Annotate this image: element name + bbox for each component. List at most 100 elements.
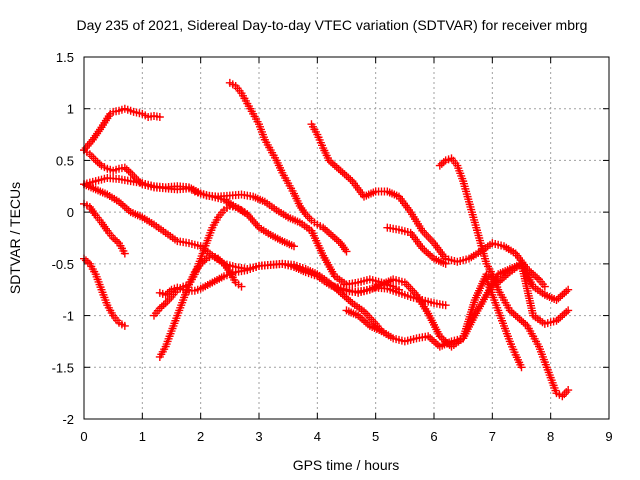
data-point <box>420 246 429 255</box>
data-point <box>354 311 363 320</box>
data-point <box>513 313 522 322</box>
y-axis-ticks: -2 -1.5 -1 -0.5 0 0.5 1 1.5 <box>52 50 609 427</box>
data-point <box>358 315 367 324</box>
data-point <box>418 244 427 253</box>
data-point <box>501 271 510 280</box>
data-point <box>424 332 433 341</box>
data-point <box>426 333 435 342</box>
data-point <box>165 295 174 304</box>
data-point <box>109 234 118 242</box>
data-point <box>517 316 526 325</box>
data-point <box>441 259 450 268</box>
data-point <box>562 388 571 397</box>
data-point <box>95 159 104 168</box>
data-point <box>332 163 341 172</box>
x-axis-label: GPS time / hours <box>293 457 400 473</box>
data-point <box>165 287 174 296</box>
data-point <box>338 168 347 177</box>
data-point <box>196 259 205 268</box>
data-point <box>558 311 567 320</box>
series-s6 <box>80 254 129 330</box>
series-s10 <box>225 78 351 256</box>
data-point <box>323 227 332 236</box>
series-s9 <box>155 259 386 336</box>
data-point <box>521 320 530 329</box>
data-point <box>330 234 339 242</box>
series-s11 <box>307 120 549 291</box>
data-point <box>319 223 328 232</box>
data-point <box>342 171 351 180</box>
data-point <box>437 333 446 342</box>
data-point <box>560 309 569 318</box>
data-point <box>89 154 98 163</box>
data-point <box>515 315 524 324</box>
data-point <box>328 159 337 168</box>
data-point <box>328 232 337 241</box>
data-point <box>338 290 347 299</box>
data-point <box>441 301 450 310</box>
grid <box>84 57 609 419</box>
data-point <box>554 315 563 324</box>
y-axis-label: SDTVAR / TECUs <box>7 182 23 294</box>
plot-frame <box>83 56 610 420</box>
data-point <box>564 386 573 395</box>
y-tick-label: -1 <box>62 309 74 324</box>
data-point <box>426 251 435 260</box>
y-tick-label: 0.5 <box>56 153 74 168</box>
data-point <box>118 201 127 210</box>
data-point <box>519 318 528 327</box>
data-point <box>562 287 571 296</box>
data-point <box>507 308 516 317</box>
data-point <box>424 232 433 241</box>
data-point <box>498 275 507 284</box>
data-point <box>330 161 339 170</box>
data-point <box>124 206 133 215</box>
data-point <box>435 332 444 341</box>
x-tick-label: 0 <box>80 429 87 444</box>
data-point <box>408 286 417 295</box>
data-point <box>115 197 123 206</box>
data-point <box>91 156 100 165</box>
data-point <box>218 258 227 267</box>
data-point <box>344 295 353 304</box>
data-point <box>556 292 565 301</box>
data-point <box>554 294 563 303</box>
data-point <box>325 278 333 287</box>
data-point <box>430 337 438 346</box>
data-point <box>237 282 246 291</box>
data-point <box>346 175 355 184</box>
data-point <box>346 297 355 306</box>
data-point <box>87 152 96 161</box>
data-point <box>342 293 351 302</box>
data-point <box>363 320 372 329</box>
x-tick-label: 3 <box>255 429 262 444</box>
data-point <box>124 167 133 176</box>
data-point <box>556 313 565 322</box>
data-point <box>424 249 433 258</box>
data-point <box>511 311 520 320</box>
data-point <box>111 235 120 244</box>
y-tick-label: 1.5 <box>56 50 74 65</box>
chart-title: Day 235 of 2021, Sidereal Day-to-day VTE… <box>77 17 588 33</box>
data-point <box>120 163 129 172</box>
data-point <box>83 258 92 267</box>
data-point <box>216 256 225 265</box>
data-point <box>214 254 223 263</box>
x-tick-label: 2 <box>197 429 204 444</box>
y-tick-label: 1 <box>67 102 74 117</box>
data-point <box>128 170 137 179</box>
data-point <box>325 228 333 237</box>
data-point <box>342 247 351 256</box>
y-tick-label: -2 <box>62 412 74 427</box>
data-point <box>198 258 207 267</box>
data-point <box>360 316 368 325</box>
data-point <box>496 276 505 285</box>
data-point <box>155 112 164 121</box>
data-point <box>157 302 166 311</box>
series-s15 <box>435 154 573 401</box>
series-s16 <box>482 275 526 372</box>
data-point <box>113 237 122 246</box>
data-point <box>558 290 567 299</box>
data-point <box>130 172 139 181</box>
